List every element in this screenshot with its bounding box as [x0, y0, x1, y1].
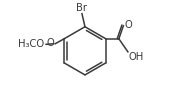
- Text: OH: OH: [128, 52, 144, 62]
- Text: H₃CO: H₃CO: [18, 39, 44, 49]
- Text: O: O: [125, 20, 132, 30]
- Text: Br: Br: [76, 3, 87, 13]
- Text: O: O: [46, 38, 54, 48]
